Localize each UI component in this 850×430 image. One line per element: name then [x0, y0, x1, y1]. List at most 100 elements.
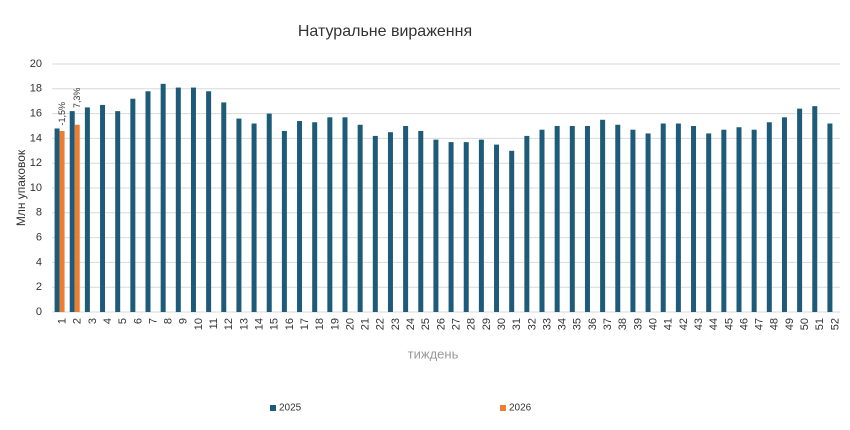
x-tick-label: 20: [344, 318, 356, 330]
bar: [539, 129, 545, 312]
x-tick-label: 44: [708, 318, 720, 330]
bar: [524, 135, 530, 312]
bar: [509, 150, 515, 312]
bar: [115, 111, 121, 313]
bar: [387, 132, 393, 312]
x-tick-label: 49: [784, 318, 796, 330]
x-tick-label: 46: [738, 318, 750, 330]
data-label: -1,5%: [57, 102, 67, 126]
y-tick-label: 4: [36, 256, 42, 268]
x-tick-label: 47: [754, 318, 766, 330]
x-tick-label: 36: [587, 318, 599, 330]
x-tick-label: 45: [723, 318, 735, 330]
x-tick-label: 4: [102, 318, 114, 324]
y-tick-label: 2: [36, 281, 42, 293]
bar: [691, 126, 697, 312]
bar: [54, 128, 60, 312]
x-tick-label: 13: [238, 318, 250, 330]
bar: [827, 123, 833, 313]
x-tick-label: 7: [147, 318, 159, 324]
bar: [206, 91, 212, 312]
bar: [403, 126, 409, 312]
bar: [675, 123, 681, 313]
x-tick-label: 48: [769, 318, 781, 330]
x-tick-label: 39: [632, 318, 644, 330]
bar: [448, 142, 454, 312]
y-tick-label: 14: [30, 132, 42, 144]
x-tick-label: 21: [360, 318, 372, 330]
x-tick-label: 50: [799, 318, 811, 330]
x-tick-label: 5: [117, 318, 129, 324]
bar: [372, 135, 378, 312]
bar: [463, 142, 469, 312]
x-tick-label: 41: [663, 318, 675, 330]
bar: [312, 122, 318, 312]
bar: [357, 124, 363, 312]
bar: [554, 126, 560, 312]
bar: [236, 118, 242, 312]
x-tick-label: 30: [496, 318, 508, 330]
bar: [221, 102, 227, 312]
bar: [751, 129, 757, 312]
bar: [251, 123, 257, 313]
bar: [433, 139, 439, 312]
bar: [266, 113, 272, 312]
legend-label: 2025: [279, 403, 302, 414]
bar: [100, 104, 106, 312]
x-tick-label: 8: [163, 318, 175, 324]
bar: [766, 122, 772, 312]
x-tick-label: 35: [572, 318, 584, 330]
bar: [84, 107, 90, 313]
x-tick-label: 12: [223, 318, 235, 330]
x-tick-label: 29: [481, 318, 493, 330]
bar: [130, 98, 136, 312]
x-tick-label: 34: [557, 318, 569, 330]
x-tick-label: 38: [617, 318, 629, 330]
x-tick-label: 22: [375, 318, 387, 330]
x-tick-label: 52: [829, 318, 841, 330]
legend-swatch: [270, 405, 276, 411]
x-tick-label: 32: [526, 318, 538, 330]
bar: [145, 91, 151, 312]
y-tick-label: 18: [30, 83, 42, 95]
bar: [418, 130, 424, 312]
x-tick-label: 40: [647, 318, 659, 330]
x-tick-label: 15: [269, 318, 281, 330]
x-axis-title: тиждень: [408, 346, 459, 361]
bar: [59, 130, 65, 312]
x-tick-label: 1: [56, 318, 68, 324]
x-tick-label: 17: [299, 318, 311, 330]
legend-swatch: [500, 405, 506, 411]
x-tick-label: 6: [132, 318, 144, 324]
bar: [706, 133, 712, 312]
legend-label: 2026: [509, 403, 532, 414]
x-tick-label: 27: [450, 318, 462, 330]
y-tick-label: 10: [30, 182, 42, 194]
bar: [478, 139, 484, 312]
x-tick-label: 19: [329, 318, 341, 330]
bar: [797, 108, 803, 312]
x-tick-label: 25: [420, 318, 432, 330]
bar: [781, 117, 787, 312]
bar: [175, 87, 181, 312]
x-tick-label: 18: [314, 318, 326, 330]
x-tick-label: 2: [72, 318, 84, 324]
y-tick-label: 16: [30, 108, 42, 120]
bar: [327, 117, 333, 312]
x-tick-label: 28: [466, 318, 478, 330]
bar: [584, 126, 590, 312]
bar: [74, 124, 80, 312]
bar: [569, 126, 575, 312]
data-label: 7,3%: [72, 88, 82, 109]
x-tick-label: 51: [814, 318, 826, 330]
bar: [160, 83, 166, 312]
bar: [630, 129, 636, 312]
y-tick-label: 20: [30, 58, 42, 70]
x-tick-label: 3: [87, 318, 99, 324]
x-tick-label: 9: [178, 318, 190, 324]
x-tick-label: 37: [602, 318, 614, 330]
y-tick-label: 12: [30, 157, 42, 169]
bar: [645, 133, 651, 312]
bar: [660, 123, 666, 313]
